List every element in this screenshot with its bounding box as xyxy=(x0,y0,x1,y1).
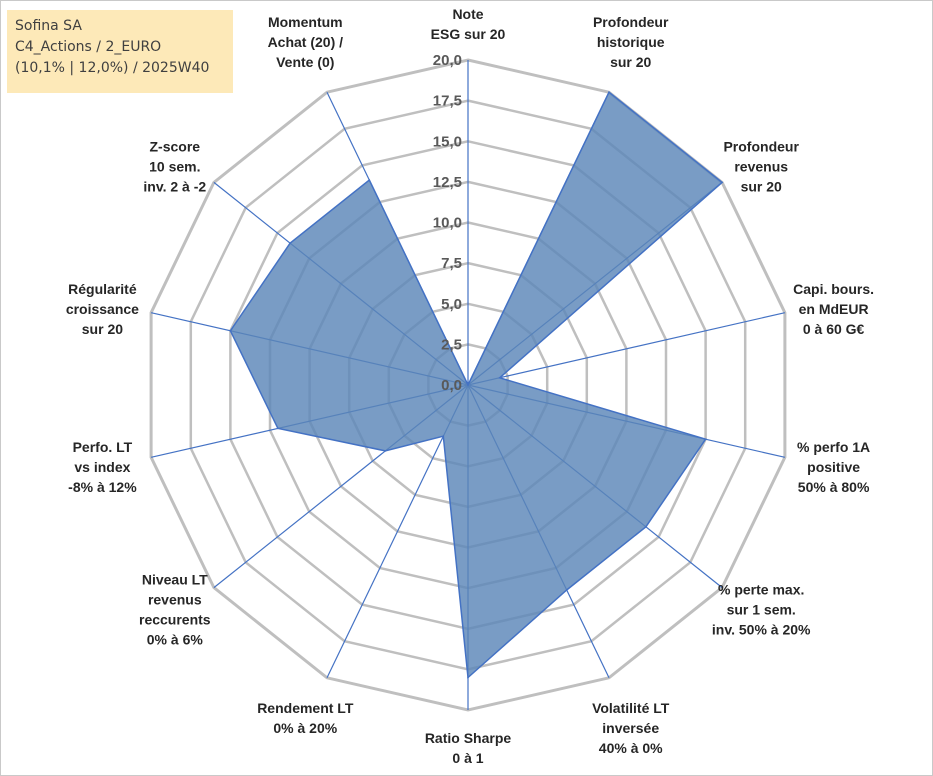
axis-label-line: Régularité xyxy=(68,281,137,297)
series-point xyxy=(645,526,647,528)
axis-label-line: Niveau LT xyxy=(142,571,208,587)
axis-label: Z-score 10 sem. inv. 2 à -2 xyxy=(143,139,206,195)
axis-label-line: 10 sem. xyxy=(149,159,200,175)
tick-label: 17,5 xyxy=(433,93,462,110)
axis-label-line: Profondeur xyxy=(593,14,669,30)
axis-label-line: -8% à 12% xyxy=(68,479,137,495)
axis-label-line: positive xyxy=(807,459,860,475)
axis-label: Niveau LT revenus reccurents 0% à 6% xyxy=(139,571,211,647)
info-line-2: C4_Actions / 2_EURO xyxy=(15,39,162,55)
info-box: Sofina SA C4_Actions / 2_EURO (10,1% | 1… xyxy=(7,10,233,93)
series-point xyxy=(608,91,610,93)
axis-label: Régularité croissance sur 20 xyxy=(66,281,139,337)
tick-labels: 0,0 2,5 5,0 7,5 10,0 12,5 15,0 17,5 20,0 xyxy=(433,52,462,394)
tick-label: 12,5 xyxy=(433,174,462,191)
axis-label-line: inversée xyxy=(602,720,659,736)
axis-label-line: 40% à 0% xyxy=(599,740,663,756)
axis-label-line: 0% à 20% xyxy=(273,720,337,736)
tick-label: 0,0 xyxy=(441,377,462,394)
axis-label-line: Profondeur xyxy=(723,139,799,155)
axis-label-line: revenus xyxy=(148,591,202,607)
axis-label: Ratio Sharpe 0 à 1 xyxy=(425,730,512,766)
series-point xyxy=(467,384,469,386)
tick-label: 5,0 xyxy=(441,296,462,313)
axis-label-line: croissance xyxy=(66,301,139,317)
series xyxy=(229,91,724,680)
axis-label-line: Achat (20) / xyxy=(268,34,344,50)
axis-label-line: Note xyxy=(452,6,483,22)
axis-label-line: Z-score xyxy=(150,139,201,155)
axis-label-line: 0 à 60 G€ xyxy=(803,321,865,337)
axis-label-line: Vente (0) xyxy=(276,54,334,70)
axis-label-line: ESG sur 20 xyxy=(431,26,506,42)
axis-label-line: sur 20 xyxy=(82,321,123,337)
tick-label: 20,0 xyxy=(433,52,462,69)
series-point xyxy=(721,181,723,184)
axis-label-line: historique xyxy=(597,34,665,50)
axis-label: Note ESG sur 20 xyxy=(431,6,506,42)
series-point xyxy=(704,438,707,441)
axis-label-line: sur 1 sem. xyxy=(727,601,796,617)
axis-label-line: 0% à 6% xyxy=(147,631,204,647)
axis-label-line: Perfo. LT xyxy=(73,439,133,455)
axis-label-line: vs index xyxy=(74,459,130,475)
axis-label-line: Rendement LT xyxy=(257,700,354,716)
info-line-1: Sofina SA xyxy=(15,18,82,34)
tick-label: 2,5 xyxy=(441,336,462,353)
axis-label-line: Ratio Sharpe xyxy=(425,730,512,746)
axis-label-line: 50% à 80% xyxy=(798,479,870,495)
axis-label: % perte max. sur 1 sem. inv. 50% à 20% xyxy=(712,581,811,637)
axis-label-line: inv. 2 à -2 xyxy=(143,179,206,195)
series-point xyxy=(368,179,371,181)
axis-label-line: Capi. bours. xyxy=(793,281,874,297)
series-point xyxy=(498,377,501,379)
axis-label-line: 0 à 1 xyxy=(452,750,483,766)
axis-spoke xyxy=(467,312,786,386)
series-point xyxy=(277,427,279,430)
axis-label-line: Momentum xyxy=(268,14,343,30)
axis-label: Perfo. LT vs index -8% à 12% xyxy=(68,439,137,495)
series-area xyxy=(229,91,724,680)
axis-label-line: Volatilité LT xyxy=(592,700,670,716)
series-point xyxy=(467,676,469,679)
axis-label: Volatilité LT inversée 40% à 0% xyxy=(592,700,670,756)
axis-label-line: reccurents xyxy=(139,611,211,627)
axis-label-line: % perfo 1A xyxy=(797,439,870,455)
series-point xyxy=(442,435,445,438)
axis-label: Rendement LT 0% à 20% xyxy=(257,700,354,736)
axis-label: Momentum Achat (20) / Vente (0) xyxy=(268,14,344,70)
series-point xyxy=(229,330,232,332)
tick-label: 10,0 xyxy=(433,215,462,232)
axis-label-line: sur 20 xyxy=(741,179,782,195)
series-point xyxy=(565,589,568,591)
info-line-3: (10,1% | 12,0%) / 2025W40 xyxy=(15,60,210,76)
tick-label: 15,0 xyxy=(433,133,462,150)
series-point xyxy=(384,450,387,452)
axis-labels: Note ESG sur 20 Profondeur historique sur 20… xyxy=(66,6,874,766)
axis-label-line: inv. 50% à 20% xyxy=(712,621,811,637)
axis-label: Capi. bours. en MdEUR 0 à 60 G€ xyxy=(793,281,874,337)
axis-label-line: % perte max. xyxy=(718,581,804,597)
axis-label: % perfo 1A positive 50% à 80% xyxy=(797,439,870,495)
axis-label-line: revenus xyxy=(734,159,788,175)
axis-label: Profondeur revenus sur 20 xyxy=(723,139,799,195)
axis-label-line: sur 20 xyxy=(610,54,651,70)
series-point xyxy=(289,242,291,244)
tick-label: 7,5 xyxy=(441,255,462,272)
axis-label-line: en MdEUR xyxy=(799,301,869,317)
axis-label: Profondeur historique sur 20 xyxy=(593,14,669,70)
